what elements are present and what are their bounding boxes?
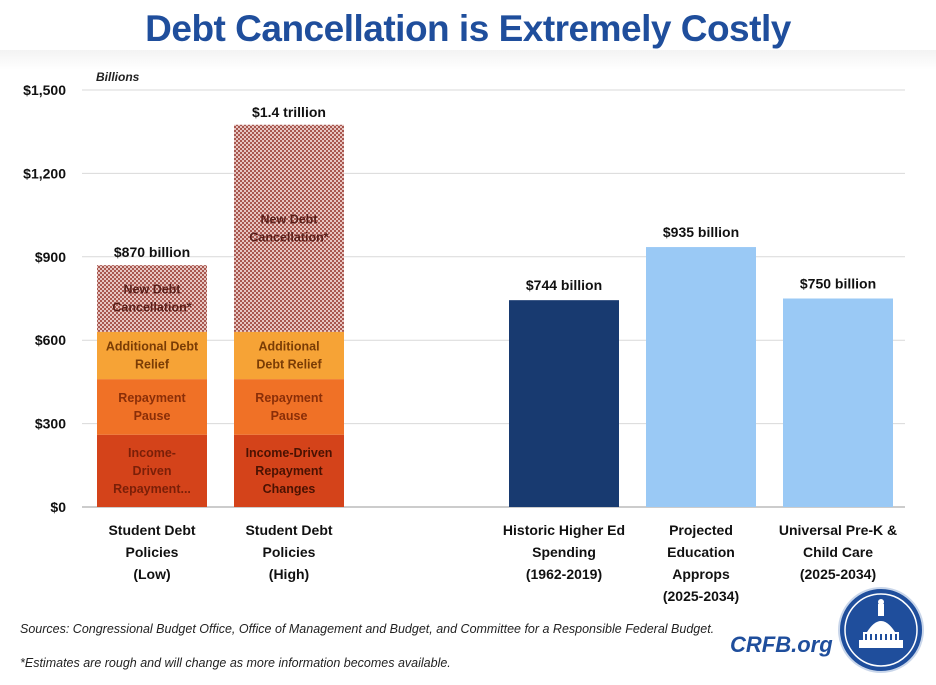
segment-label: New Debt (261, 212, 319, 226)
bar (783, 298, 893, 507)
y-tick-label: $600 (35, 332, 66, 348)
x-tick-label: Child Care (803, 544, 873, 560)
bar-segment (97, 434, 207, 507)
y-tick-label: $0 (50, 499, 66, 515)
estimate-note: *Estimates are rough and will change as … (20, 656, 451, 670)
segment-label: Relief (135, 357, 170, 371)
data-label: $744 billion (526, 277, 602, 293)
segment-label: Income-Driven (246, 446, 333, 460)
x-tick-label: (Low) (133, 566, 170, 582)
x-tick-label: (High) (269, 566, 309, 582)
bar-segment (97, 379, 207, 435)
segment-label: Additional Debt (106, 339, 199, 353)
segment-label: Driven (133, 464, 172, 478)
x-tick-label: Policies (126, 544, 179, 560)
x-tick-label: Spending (532, 544, 596, 560)
x-tick-label: (2025-2034) (800, 566, 876, 582)
segment-label: Additional (258, 339, 319, 353)
segment-label: Debt Relief (256, 357, 322, 371)
sources-note: Sources: Congressional Budget Office, Of… (20, 622, 715, 636)
bar (509, 300, 619, 507)
bar-segment (234, 434, 344, 507)
chart: $0 $300 $600 $900 $1,200 $1,500 Billions Incom… (23, 70, 905, 604)
title-underline-band (0, 50, 936, 70)
bar-segment (97, 265, 207, 332)
y-tick-label: $1,500 (23, 82, 66, 98)
data-label: $750 billion (800, 276, 876, 292)
data-label: $935 billion (663, 224, 739, 240)
segment-label: New Debt (124, 283, 182, 297)
x-tick-label: Approps (672, 566, 730, 582)
capitol-logo-icon (838, 587, 924, 673)
x-tick-label: (2025-2034) (663, 588, 739, 604)
bar-segment (234, 331, 344, 380)
segment-label: Repayment... (113, 482, 191, 496)
bar-segment (97, 331, 207, 380)
segment-label: Repayment (118, 391, 186, 405)
unit-label: Billions (96, 70, 140, 84)
x-tick-label: Student Debt (108, 522, 195, 538)
x-tick-label: Universal Pre-K & (779, 522, 897, 538)
segment-label: Repayment (255, 464, 323, 478)
x-tick-label: Policies (263, 544, 316, 560)
page-title: Debt Cancellation is Extremely Costly (145, 8, 791, 49)
segment-label: Changes (263, 482, 316, 496)
x-tick-label: (1962-2019) (526, 566, 602, 582)
segment-label: Pause (134, 409, 171, 423)
x-tick-label: Historic Higher Ed (503, 522, 625, 538)
segment-label: Repayment (255, 391, 323, 405)
y-tick-label: $1,200 (23, 165, 66, 181)
total-label: $870 billion (114, 244, 190, 260)
x-tick-label: Student Debt (245, 522, 332, 538)
x-tick-label: Projected (669, 522, 733, 538)
segment-label: Cancellation* (112, 301, 191, 315)
segment-label: Income- (128, 446, 176, 460)
brand-link[interactable]: CRFB.org (730, 632, 833, 657)
bar (646, 247, 756, 507)
segment-label: Cancellation* (249, 230, 328, 244)
bar-segment (234, 379, 344, 435)
x-tick-label: Education (667, 544, 735, 560)
total-label: $1.4 trillion (252, 104, 326, 120)
y-tick-label: $300 (35, 416, 66, 432)
y-tick-label: $900 (35, 249, 66, 265)
bar-segment (234, 124, 344, 332)
segment-label: Pause (271, 409, 308, 423)
